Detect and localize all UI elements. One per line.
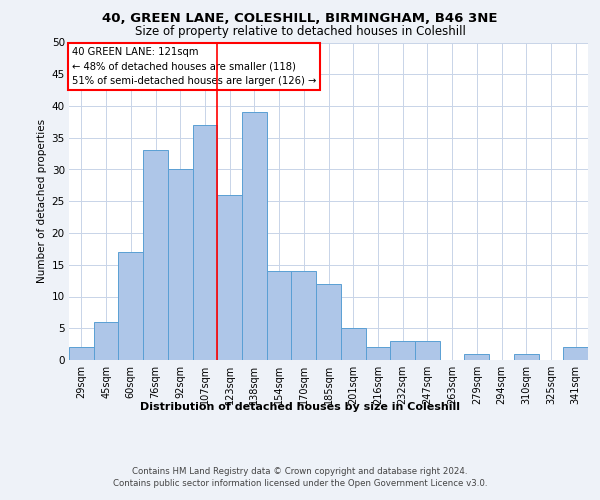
- Bar: [143, 150, 168, 360]
- Text: 40 GREEN LANE: 121sqm
← 48% of detached houses are smaller (118)
51% of semi-det: 40 GREEN LANE: 121sqm ← 48% of detached …: [71, 48, 316, 86]
- Bar: [514, 354, 539, 360]
- Bar: [94, 322, 118, 360]
- Bar: [242, 112, 267, 360]
- Bar: [292, 271, 316, 360]
- Bar: [168, 170, 193, 360]
- Bar: [563, 348, 588, 360]
- Bar: [316, 284, 341, 360]
- Bar: [390, 341, 415, 360]
- Bar: [365, 348, 390, 360]
- Bar: [267, 271, 292, 360]
- Bar: [464, 354, 489, 360]
- Bar: [415, 341, 440, 360]
- Bar: [341, 328, 365, 360]
- Bar: [69, 348, 94, 360]
- Text: Distribution of detached houses by size in Coleshill: Distribution of detached houses by size …: [140, 402, 460, 412]
- Text: 40, GREEN LANE, COLESHILL, BIRMINGHAM, B46 3NE: 40, GREEN LANE, COLESHILL, BIRMINGHAM, B…: [102, 12, 498, 26]
- Bar: [217, 195, 242, 360]
- Text: Size of property relative to detached houses in Coleshill: Size of property relative to detached ho…: [134, 25, 466, 38]
- Bar: [193, 125, 217, 360]
- Bar: [118, 252, 143, 360]
- Text: Contains HM Land Registry data © Crown copyright and database right 2024.
Contai: Contains HM Land Registry data © Crown c…: [113, 468, 487, 488]
- Y-axis label: Number of detached properties: Number of detached properties: [37, 119, 47, 284]
